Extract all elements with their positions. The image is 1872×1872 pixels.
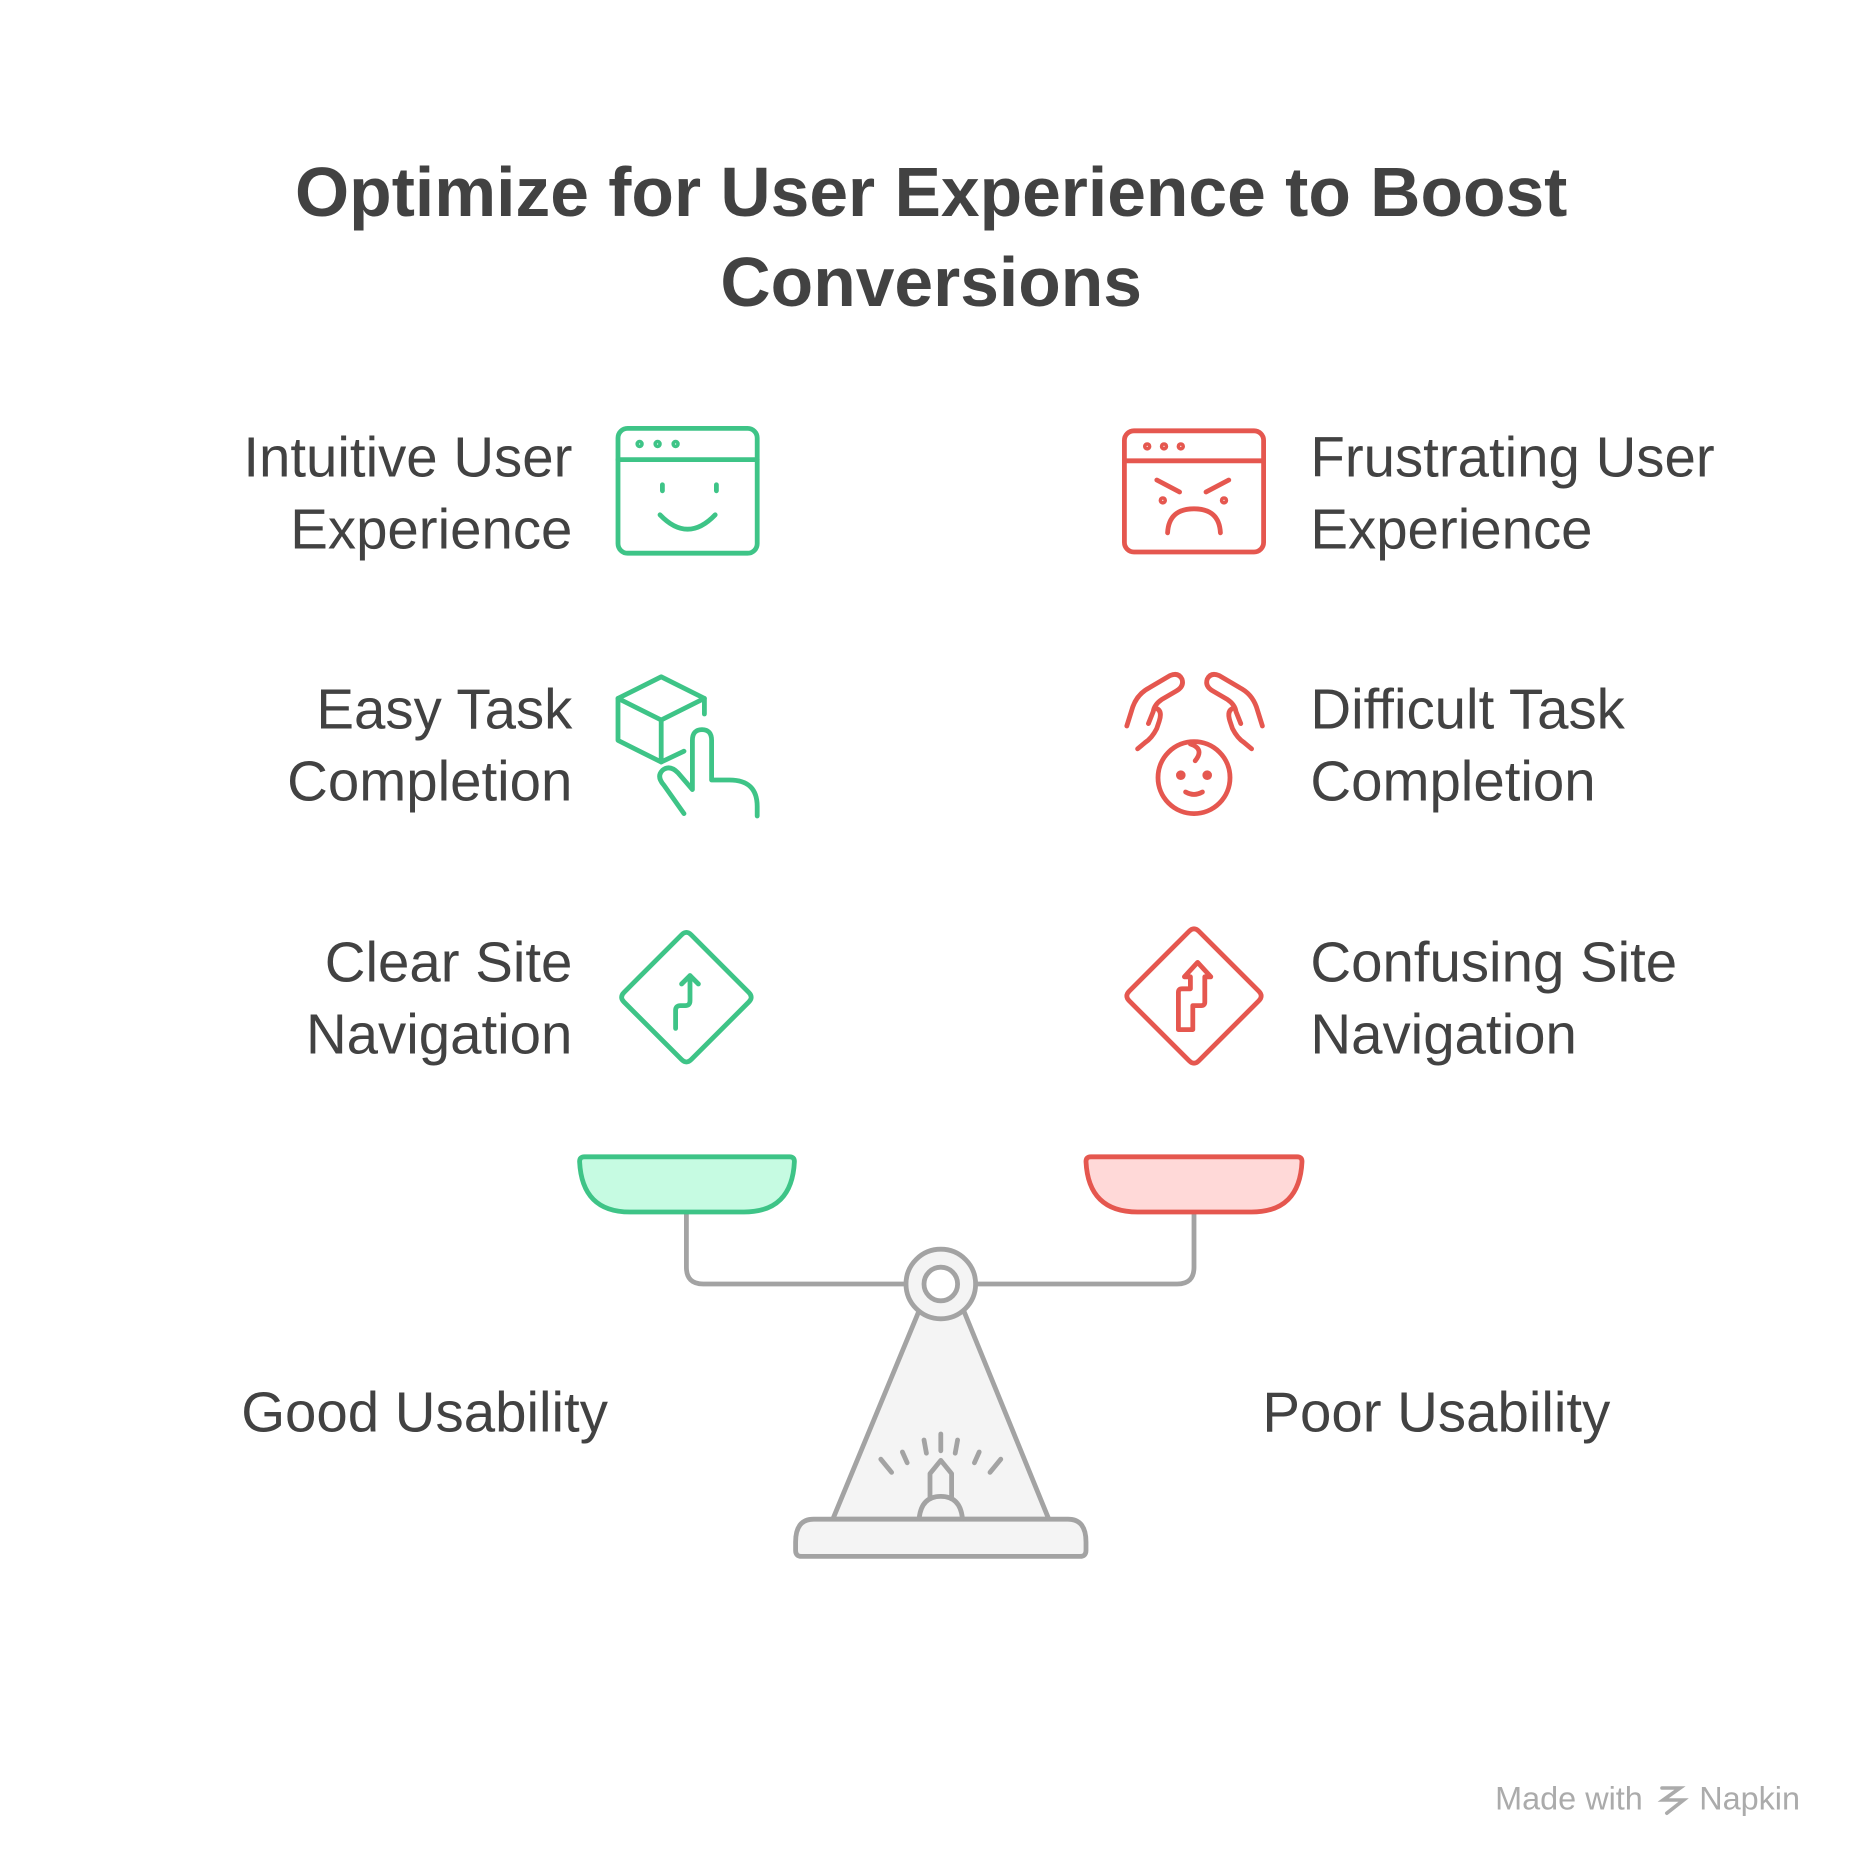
stressed-face-hands-icon <box>1124 672 1265 816</box>
left-pan <box>577 1154 797 1215</box>
happy-browser-icon <box>615 425 760 556</box>
title-line-2: Conversions <box>720 243 1142 321</box>
poor-usability-label: Poor Usability <box>1262 1381 1611 1444</box>
left-item-3-line1: Clear Site <box>325 931 573 994</box>
napkin-logo-icon <box>1657 1786 1689 1815</box>
pivot-hole <box>921 1264 960 1304</box>
right-item-3-line1: Confusing Site <box>1310 931 1677 994</box>
scale-base <box>793 1516 1089 1559</box>
right-item-1-line2: Experience <box>1310 497 1592 560</box>
right-item-2-line2: Completion <box>1310 749 1595 812</box>
road-sign-simple-icon <box>619 930 754 1065</box>
footer-brand[interactable]: Napkin <box>1699 1781 1800 1817</box>
road-sign-winding-icon <box>1124 926 1264 1066</box>
left-item-2-line2: Completion <box>287 749 572 812</box>
left-item-1-line2: Experience <box>290 497 572 560</box>
right-item-2-line1: Difficult Task <box>1310 677 1625 740</box>
angry-browser-icon <box>1121 428 1266 555</box>
left-arm <box>684 1209 909 1287</box>
left-item-3-line2: Navigation <box>306 1003 572 1066</box>
footer-made-with: Made with <box>1495 1781 1643 1817</box>
good-usability-label: Good Usability <box>241 1381 609 1444</box>
title-line-1: Optimize for User Experience to Boost <box>295 153 1567 231</box>
balance-scale <box>577 1154 1305 1559</box>
left-item-2-line1: Easy Task <box>316 677 573 740</box>
left-item-1-line1: Intuitive User <box>243 425 572 488</box>
right-pan <box>1083 1154 1305 1215</box>
right-item-3-line2: Navigation <box>1310 1003 1576 1066</box>
right-item-1-line1: Frustrating User <box>1310 425 1714 488</box>
scale-stand <box>830 1307 1052 1522</box>
box-tap-icon <box>615 674 760 819</box>
right-arm <box>973 1209 1197 1287</box>
gauge-icon <box>878 1431 1004 1521</box>
